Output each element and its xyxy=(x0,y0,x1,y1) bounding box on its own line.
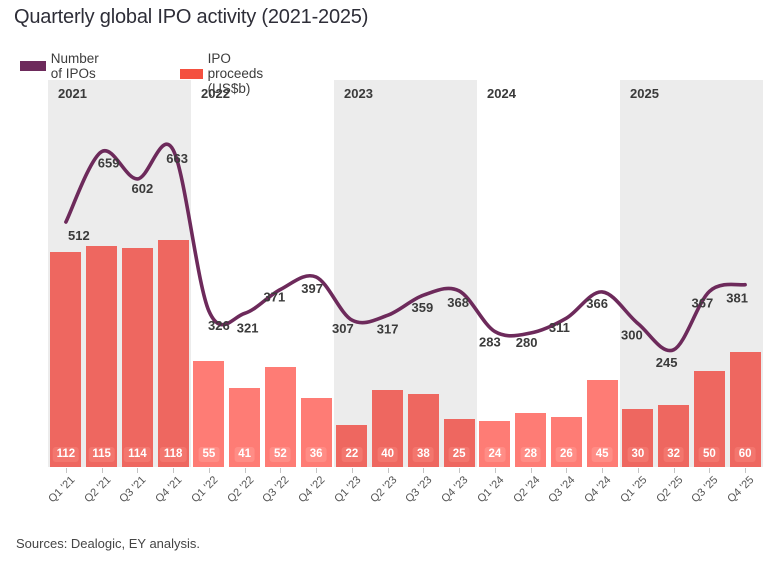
year-band-2024: 2024 xyxy=(477,80,620,467)
x-axis-label: Q1 '21 xyxy=(46,474,78,506)
x-axis-label: Q4 '25 xyxy=(725,474,757,506)
x-axis-tick xyxy=(530,468,532,473)
bar-value-badge: 118 xyxy=(159,446,187,462)
bar-value-badge: 45 xyxy=(591,446,613,462)
x-axis-label: Q2 '22 xyxy=(224,474,257,506)
bar-Q423: 25 xyxy=(443,418,475,467)
x-axis-label: Q3 '25 xyxy=(689,474,721,506)
bar-Q323: 38 xyxy=(407,393,439,467)
x-axis-label: Q3 '23 xyxy=(403,474,435,506)
x-axis-tick xyxy=(637,468,639,473)
year-label: 2025 xyxy=(630,86,659,101)
bar-value-badge: 52 xyxy=(269,446,291,462)
x-axis-tick xyxy=(137,468,139,473)
x-axis-tick xyxy=(423,468,425,473)
x-axis-label: Q2 '24 xyxy=(510,474,543,506)
bar-value-badge: 30 xyxy=(627,446,649,462)
bar-Q424: 45 xyxy=(586,380,618,467)
legend-swatch-proceeds xyxy=(180,68,203,79)
x-axis-tick xyxy=(280,468,282,473)
x-axis-tick xyxy=(709,468,711,473)
x-axis-tick xyxy=(745,468,747,473)
x-axis-tick xyxy=(387,468,389,473)
bar-Q422: 36 xyxy=(300,397,332,467)
x-axis-tick xyxy=(208,468,210,473)
x-axis-label: Q3 '22 xyxy=(260,474,292,506)
source-note: Sources: Dealogic, EY analysis. xyxy=(16,536,201,551)
x-axis-label: Q1 '22 xyxy=(189,474,221,506)
bar-value-badge: 25 xyxy=(448,446,470,462)
x-axis-tick xyxy=(566,468,568,473)
x-axis-label: Q2 '25 xyxy=(653,474,686,506)
bar-value-badge: 24 xyxy=(484,446,506,462)
x-axis-tick xyxy=(459,468,461,473)
bar-value-badge: 32 xyxy=(663,446,685,462)
bar-Q324: 26 xyxy=(550,417,582,467)
legend-label-proceeds: IPO proceeds (US$b) xyxy=(207,51,264,96)
x-axis-label: Q4 '24 xyxy=(582,474,614,506)
bar-value-badge: 38 xyxy=(412,446,434,462)
x-axis-label: Q3 '24 xyxy=(546,474,578,506)
bar-Q321: 114 xyxy=(121,247,153,467)
x-axis-label: Q4 '23 xyxy=(439,474,471,506)
bar-Q124: 24 xyxy=(479,420,511,467)
bar-Q224: 28 xyxy=(515,413,547,467)
year-label: 2024 xyxy=(487,86,516,101)
bar-value-badge: 115 xyxy=(88,446,115,462)
bar-value-badge: 40 xyxy=(377,446,399,462)
x-axis-label: Q4 '22 xyxy=(296,474,328,506)
x-axis-tick xyxy=(673,468,675,473)
bar-value-badge: 22 xyxy=(341,446,363,462)
bar-value-badge: 36 xyxy=(305,446,327,462)
x-axis-label: Q1 '25 xyxy=(618,474,650,506)
x-axis-label: Q1 '23 xyxy=(332,474,364,506)
bar-value-badge: 41 xyxy=(234,446,256,462)
bar-value-badge: 60 xyxy=(734,446,756,462)
x-axis-tick xyxy=(316,468,318,473)
bar-Q223: 40 xyxy=(372,390,404,467)
x-axis-tick xyxy=(494,468,496,473)
year-label: 2021 xyxy=(58,86,87,101)
x-axis-label: Q2 '23 xyxy=(367,474,400,506)
x-axis-label: Q1 '24 xyxy=(475,474,507,506)
bar-value-badge: 55 xyxy=(198,446,220,462)
bar-value-badge: 28 xyxy=(520,446,542,462)
x-axis-label: Q2 '21 xyxy=(81,474,114,506)
legend-item-ipos: Number of IPOs xyxy=(20,51,113,81)
legend-item-proceeds: IPO proceeds (US$b) xyxy=(180,51,281,96)
bar-Q221: 115 xyxy=(86,245,118,467)
year-label: 2022 xyxy=(201,86,230,101)
bar-Q125: 30 xyxy=(622,409,654,467)
x-axis-tick xyxy=(602,468,604,473)
bar-Q222: 41 xyxy=(229,388,261,467)
bar-Q121: 112 xyxy=(50,251,82,467)
legend-label-ipos: Number of IPOs xyxy=(50,51,99,81)
bar-Q123: 22 xyxy=(336,424,368,467)
bar-value-badge: 112 xyxy=(52,446,80,462)
year-label: 2023 xyxy=(344,86,373,101)
bar-Q425: 60 xyxy=(729,351,761,467)
legend-swatch-ipos xyxy=(20,61,46,71)
x-axis-tick xyxy=(244,468,246,473)
x-axis-tick xyxy=(351,468,353,473)
bar-Q325: 50 xyxy=(693,370,725,467)
chart-title: Quarterly global IPO activity (2021-2025… xyxy=(14,6,369,28)
bar-Q421: 118 xyxy=(157,240,189,467)
x-axis-tick xyxy=(65,468,67,473)
bar-Q322: 52 xyxy=(264,367,296,467)
bar-Q122: 55 xyxy=(193,361,225,467)
year-band-2023: 2023 xyxy=(334,80,477,467)
x-axis-tick xyxy=(173,468,175,473)
x-axis-tick xyxy=(101,468,103,473)
x-axis-label: Q3 '21 xyxy=(117,474,149,506)
x-axis-label: Q4 '21 xyxy=(153,474,185,506)
bar-value-badge: 50 xyxy=(698,446,720,462)
bar-value-badge: 26 xyxy=(555,446,577,462)
bar-Q225: 32 xyxy=(658,405,690,467)
bar-value-badge: 114 xyxy=(124,446,151,462)
year-band-2022: 2022 xyxy=(191,80,334,467)
